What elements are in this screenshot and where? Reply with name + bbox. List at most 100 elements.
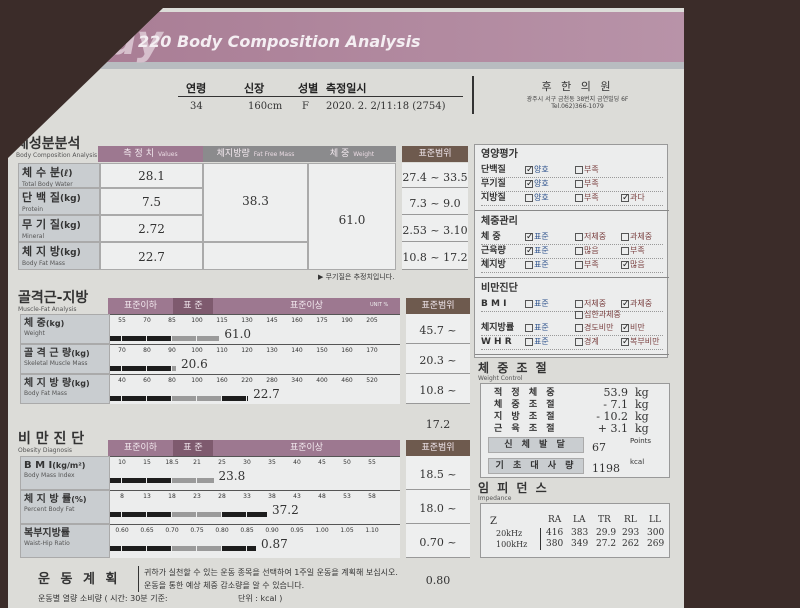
composition-header-sub: Fat Free Mass xyxy=(253,151,295,158)
evaluation-option[interactable]: ✓과체중 xyxy=(621,299,652,309)
evaluation-option[interactable]: ✓양호 xyxy=(525,179,549,189)
row-unit: (kg) xyxy=(60,221,81,231)
tick-label: 150 xyxy=(316,347,328,354)
impedance-value: 300 xyxy=(647,528,665,538)
tick-label: 140 xyxy=(291,347,303,354)
evaluation-option[interactable]: 부족 xyxy=(621,246,645,256)
tick-label: 460 xyxy=(341,377,353,384)
composition-header: 체 중 Weight xyxy=(308,146,396,162)
tick-label: 145 xyxy=(266,317,278,324)
composition-header: 표준범위 xyxy=(402,146,468,162)
bmr-label: 기 초 대 사 량 xyxy=(488,458,584,474)
checkbox-icon xyxy=(525,337,533,346)
evaluation-option[interactable]: 심한과체중 xyxy=(575,310,621,320)
checkbox-icon xyxy=(575,179,583,188)
evaluation-option[interactable]: 표준 xyxy=(525,323,549,333)
option-label: 과체중 xyxy=(630,299,653,308)
row-sub: Skeletal Muscle Mass xyxy=(24,360,88,367)
composition-header: 체지방량 Fat Free Mass xyxy=(203,146,308,162)
evaluation-option[interactable]: ✓양호 xyxy=(525,165,549,175)
weight-control-value: - 10.2 xyxy=(596,410,628,423)
weight-control-title: 체 중 조 절 xyxy=(478,361,549,375)
bar-segment xyxy=(222,546,246,551)
evaluation-option[interactable]: ✓과다 xyxy=(621,193,645,203)
muscle_fat-row-label: 체 지 방 량(kg) Body Fat Mass xyxy=(20,374,110,404)
row-unit: (kg) xyxy=(45,319,65,328)
composition-subtitle: Body Composition Analysis xyxy=(16,152,98,159)
evaluation-option[interactable]: ✓많음 xyxy=(621,260,645,270)
exercise-line1: 귀하가 실천할 수 있는 운동 종목을 선택하여 1주일 운동을 계획해 보십시… xyxy=(144,568,398,577)
evaluation-option[interactable]: 경도비만 xyxy=(575,323,613,333)
evaluation-label: 체지방률 xyxy=(481,323,515,333)
weight-control-unit: kg xyxy=(635,386,649,399)
evaluation-option[interactable]: ✓표준 xyxy=(525,232,549,242)
tick-label: 33 xyxy=(243,493,251,500)
impedance-col: RA xyxy=(548,515,562,525)
row-unit: (kg/m²) xyxy=(52,461,86,470)
fat-free-mass-value: 38.3 xyxy=(203,163,308,242)
tick-label: 0.90 xyxy=(265,527,279,534)
evaluation-option[interactable]: 저체중 xyxy=(575,232,606,242)
bar-value: 20.6 xyxy=(181,357,208,371)
checkbox-icon xyxy=(525,260,533,269)
info-value: 34 xyxy=(190,101,203,112)
option-label: 표준 xyxy=(534,260,549,269)
tick-label: 18.5 xyxy=(165,459,179,466)
evaluation-label: B M I xyxy=(481,299,507,309)
exercise-text: 귀하가 실천할 수 있는 운동 종목을 선택하여 1주일 운동을 계획해 보십시… xyxy=(138,566,398,592)
bar-segment xyxy=(172,478,196,483)
evaluation-option[interactable]: 부족 xyxy=(575,193,599,203)
composition-header-sub: Values xyxy=(157,151,178,158)
tick-label: 130 xyxy=(266,347,278,354)
obesity-row-label: B M I(kg/m²) Body Mass Index xyxy=(20,456,110,490)
impedance-value: 293 xyxy=(622,528,640,538)
evaluation-option[interactable]: ✓복부비만 xyxy=(621,337,659,347)
option-label: 표준 xyxy=(534,337,549,346)
row-sub: Body Fat Mass xyxy=(22,260,65,267)
row-label-text: 복부지방률 xyxy=(24,528,70,539)
evaluation-label: 근육량 xyxy=(481,246,506,256)
composition-header-label: 체 중 xyxy=(329,149,350,159)
exercise-footer: 운동별 열량 소비량 ( 시간: 30분 기준: xyxy=(38,594,168,603)
evaluation-option[interactable]: 많음 xyxy=(575,246,599,256)
group-divider xyxy=(475,210,669,211)
muscle_fat-header: 표준이상 xyxy=(213,298,400,314)
obesity-header: 표준이상 xyxy=(213,440,400,456)
evaluation-option[interactable]: 과체중 xyxy=(621,232,652,242)
evaluation-option[interactable]: 저체중 xyxy=(575,299,606,309)
composition-row-label: 체 수 분(ℓ) Total Body Water xyxy=(18,163,100,188)
report-sheet: dy 220 Body Composition Analysis 연령 34 신장 1… xyxy=(8,8,684,608)
evaluation-option[interactable]: 부족 xyxy=(575,165,599,175)
evaluation-option[interactable]: 경계 xyxy=(575,337,599,347)
evaluation-option[interactable]: 양호 xyxy=(525,193,549,203)
weight-control-unit: kg xyxy=(635,398,649,411)
evaluation-option[interactable]: 표준 xyxy=(525,299,549,309)
evaluation-option[interactable]: 표준 xyxy=(525,337,549,347)
evaluation-option[interactable]: 표준 xyxy=(525,260,549,270)
evaluation-option[interactable]: 부족 xyxy=(575,260,599,270)
exercise-unit: 단위 : kcal ) xyxy=(238,594,283,603)
evaluation-option[interactable]: ✓비만 xyxy=(621,323,645,333)
obesity-bar-row: 10 15 18.5 21 25 30 35 40 45 50 55 23.8 xyxy=(110,456,400,490)
impedance-col: LA xyxy=(573,515,586,525)
tick-label: 90 xyxy=(168,347,176,354)
bar-value: 0.87 xyxy=(261,537,288,551)
weight-control-unit: kg xyxy=(635,422,649,435)
bar-segment xyxy=(172,396,196,401)
row-label-text: 체 중 xyxy=(24,318,46,329)
tick-label: 55 xyxy=(118,317,126,324)
standard-range: 0.70 ~ 0.80 xyxy=(406,524,470,587)
checkbox-icon xyxy=(575,323,583,332)
tick-label: 160 xyxy=(341,347,353,354)
evaluation-option[interactable]: ✓표준 xyxy=(525,246,549,256)
clinic-name: 후 한 의 원 xyxy=(541,80,614,93)
evaluation-label: 체지방 xyxy=(481,260,506,270)
muscle_fat-bar-row: 40 60 80 100 160 220 280 340 400 460 520 22.7 xyxy=(110,374,400,404)
bar-segment xyxy=(122,512,146,517)
evaluation-option[interactable]: 부족 xyxy=(575,179,599,189)
bar-segment xyxy=(110,396,121,401)
option-label: 부족 xyxy=(584,179,599,188)
composition-row-label: 무 기 질(kg) Mineral xyxy=(18,215,100,242)
bar-segment xyxy=(110,512,121,517)
impedance-value: 380 xyxy=(546,539,564,549)
